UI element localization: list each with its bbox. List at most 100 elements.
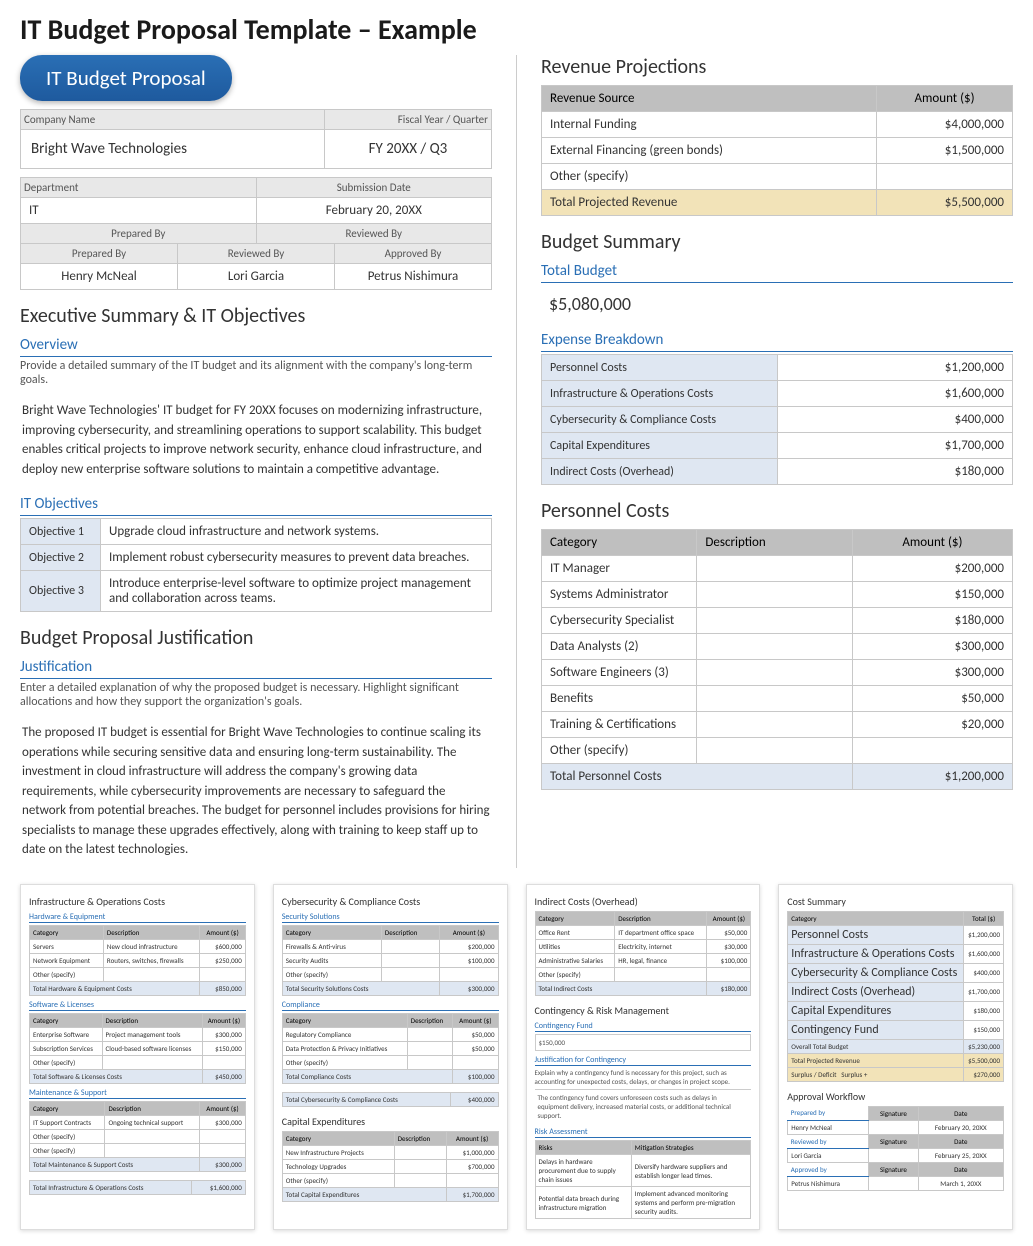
breakdown-amount: $1,200,000	[777, 355, 1013, 381]
thumb-indirect: Indirect Costs (Overhead) CategoryDescri…	[526, 884, 761, 1231]
justification-text: The proposed IT budget is essential for …	[20, 715, 492, 868]
total-budget: $5,080,000	[541, 285, 1013, 323]
revenue-source: External Financing (green bonds)	[542, 138, 877, 164]
objective-text: Upgrade cloud infrastructure and network…	[101, 519, 492, 545]
reviewed-by: Lori Garcia	[178, 264, 335, 290]
breakdown-amount: $1,700,000	[777, 433, 1013, 459]
reviewed-label2: Reviewed By	[178, 244, 335, 264]
breakdown-label: Capital Expenditures	[542, 433, 778, 459]
page-title: IT Budget Proposal Template – Example	[0, 0, 1033, 55]
revenue-source: Other (specify)	[542, 164, 877, 190]
thumb-cybersecurity: Cybersecurity & Compliance Costs Securit…	[273, 884, 508, 1231]
fiscal-value: FY 20XX / Q3	[324, 130, 491, 169]
personnel-amt: $20,000	[852, 712, 1012, 738]
objective-text: Implement robust cybersecurity measures …	[101, 545, 492, 571]
personnel-amt	[852, 738, 1012, 764]
subdate-value: February 20, 20XX	[256, 198, 492, 224]
personnel-cat: Training & Certifications	[542, 712, 697, 738]
company-name: Bright Wave Technologies	[21, 130, 325, 169]
breakdown-amount: $400,000	[777, 407, 1013, 433]
personnel-cat: Cybersecurity Specialist	[542, 608, 697, 634]
breakdown-amount: $180,000	[777, 459, 1013, 485]
personnel-heading: Personnel Costs	[541, 499, 1013, 523]
total-budget-label: Total Budget	[541, 262, 1013, 283]
personnel-desc	[697, 686, 852, 712]
column-divider	[516, 55, 517, 868]
t4-h1: Cost Summary	[787, 895, 1004, 908]
thumb-summary: Cost Summary CategoryTotal ($)Personnel …	[778, 884, 1013, 1231]
fiscal-label: Fiscal Year / Quarter	[324, 110, 491, 130]
overview-help: Provide a detailed summary of the IT bud…	[20, 359, 492, 387]
objectives-heading: IT Objectives	[20, 495, 492, 516]
personnel-cat: Other (specify)	[542, 738, 697, 764]
revenue-heading: Revenue Projections	[541, 55, 1013, 79]
breakdown-table: Personnel Costs$1,200,000Infrastructure …	[541, 354, 1013, 485]
t2-ce-table: CategoryDescriptionAmount ($)New Infrast…	[282, 1131, 499, 1202]
objectives-table: Objective 1Upgrade cloud infrastructure …	[20, 518, 492, 612]
t1-he-table: CategoryDescriptionAmount ($)ServersNew …	[29, 925, 246, 996]
personnel-desc	[697, 556, 852, 582]
personnel-amt: $300,000	[852, 634, 1012, 660]
revenue-col2: Amount ($)	[877, 86, 1013, 112]
personnel-col2: Description	[697, 530, 852, 556]
t3-jc-label: Justification for Contingency	[535, 1055, 752, 1066]
objective-text: Introduce enterprise-level software to o…	[101, 571, 492, 612]
thumb-infrastructure: Infrastructure & Operations Costs Hardwa…	[20, 884, 255, 1231]
overview-heading: Overview	[20, 336, 492, 357]
t2-subtotal: Total Cybersecurity & Compliance Costs$4…	[282, 1092, 499, 1107]
exec-heading: Executive Summary & IT Objectives	[20, 304, 492, 328]
objective-label: Objective 1	[21, 519, 101, 545]
t1-ms-table: CategoryDescriptionAmount ($)IT Support …	[29, 1101, 246, 1172]
overview-text: Bright Wave Technologies' IT budget for …	[20, 393, 492, 487]
breakdown-label: Infrastructure & Operations Costs	[542, 381, 778, 407]
proposal-badge: IT Budget Proposal	[20, 55, 232, 101]
objective-label: Objective 2	[21, 545, 101, 571]
t1-s3: Maintenance & Support	[29, 1088, 246, 1099]
breakdown-label: Cybersecurity & Compliance Costs	[542, 407, 778, 433]
t1-sl-table: CategoryDescriptionAmount ($)Enterprise …	[29, 1013, 246, 1084]
revenue-total: $5,500,000	[877, 190, 1013, 216]
personnel-amt: $50,000	[852, 686, 1012, 712]
personnel-total-label: Total Personnel Costs	[542, 764, 853, 790]
dept-value: IT	[21, 198, 257, 224]
t3-cf-amt: $150,000	[535, 1034, 752, 1051]
personnel-cat: Software Engineers (3)	[542, 660, 697, 686]
breakdown-label: Personnel Costs	[542, 355, 778, 381]
t4-h2: Approval Workflow	[787, 1090, 1004, 1103]
personnel-desc	[697, 608, 852, 634]
company-name-label: Company Name	[21, 110, 325, 130]
prepared-label2: Prepared By	[21, 244, 178, 264]
right-column: Revenue Projections Revenue Source Amoun…	[541, 55, 1013, 868]
personnel-amt: $200,000	[852, 556, 1012, 582]
revenue-source: Internal Funding	[542, 112, 877, 138]
dept-table: Department Submission Date IT February 2…	[20, 177, 492, 244]
revenue-amount	[877, 164, 1013, 190]
personnel-desc	[697, 660, 852, 686]
dept-label: Department	[21, 178, 257, 198]
t3-ra-label: Risk Assessment	[535, 1127, 752, 1138]
t2-cm-table: CategoryDescriptionAmount ($)Regulatory …	[282, 1013, 499, 1084]
personnel-cat: Systems Administrator	[542, 582, 697, 608]
t1-grand-amt: $1,600,000	[192, 1180, 246, 1194]
personnel-cat: Data Analysts (2)	[542, 634, 697, 660]
signoff-table: Prepared By Reviewed By Approved By Henr…	[20, 243, 492, 290]
t2-h1: Cybersecurity & Compliance Costs	[282, 895, 499, 908]
approved-label: Approved By	[335, 244, 492, 264]
breakdown-label: Indirect Costs (Overhead)	[542, 459, 778, 485]
t2-s2: Compliance	[282, 1000, 499, 1011]
personnel-amt: $150,000	[852, 582, 1012, 608]
personnel-cat: Benefits	[542, 686, 697, 712]
justification-heading: Budget Proposal Justification	[20, 626, 492, 650]
personnel-desc	[697, 738, 852, 764]
left-column: IT Budget Proposal Company Name Fiscal Y…	[20, 55, 492, 868]
t1-grand-label: Total Infrastructure & Operations Costs	[30, 1180, 192, 1194]
personnel-desc	[697, 712, 852, 738]
prepared-label: Prepared By	[21, 224, 257, 244]
subdate-label: Submission Date	[256, 178, 492, 198]
personnel-amt: $180,000	[852, 608, 1012, 634]
t1-grand: Total Infrastructure & Operations Costs$…	[29, 1180, 246, 1195]
t1-h1: Infrastructure & Operations Costs	[29, 895, 246, 908]
summary-heading: Budget Summary	[541, 230, 1013, 254]
t3-jc-text: The contingency fund covers unforeseen c…	[535, 1089, 752, 1123]
personnel-desc	[697, 582, 852, 608]
